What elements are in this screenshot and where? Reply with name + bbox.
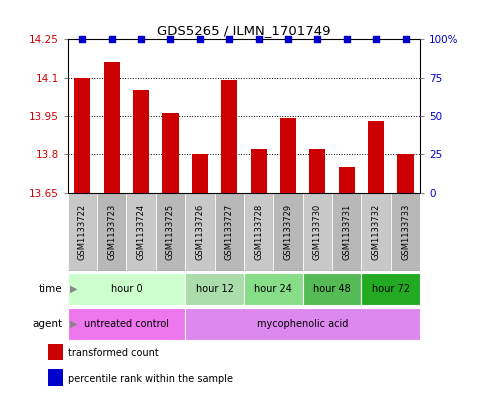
Title: GDS5265 / ILMN_1701749: GDS5265 / ILMN_1701749 — [157, 24, 331, 37]
Point — [284, 36, 292, 42]
Text: ▶: ▶ — [70, 284, 78, 294]
Bar — [192, 154, 208, 193]
Text: GSM1133725: GSM1133725 — [166, 204, 175, 260]
Text: hour 48: hour 48 — [313, 284, 351, 294]
FancyBboxPatch shape — [273, 193, 303, 271]
Text: GSM1133726: GSM1133726 — [195, 204, 204, 260]
FancyBboxPatch shape — [244, 193, 273, 271]
FancyBboxPatch shape — [303, 193, 332, 271]
Bar — [162, 113, 179, 193]
Text: GSM1133732: GSM1133732 — [371, 204, 381, 260]
Text: time: time — [39, 284, 63, 294]
FancyBboxPatch shape — [185, 193, 214, 271]
Point — [137, 36, 145, 42]
Text: hour 0: hour 0 — [111, 284, 142, 294]
FancyBboxPatch shape — [185, 273, 244, 305]
Text: untreated control: untreated control — [84, 319, 169, 329]
Point — [196, 36, 204, 42]
FancyBboxPatch shape — [97, 193, 127, 271]
FancyBboxPatch shape — [185, 308, 420, 340]
Point — [255, 36, 262, 42]
Point — [108, 36, 115, 42]
Point — [78, 36, 86, 42]
FancyBboxPatch shape — [332, 193, 361, 271]
Bar — [74, 78, 90, 193]
Text: hour 24: hour 24 — [255, 284, 292, 294]
Text: GSM1133729: GSM1133729 — [284, 204, 293, 260]
Point — [226, 36, 233, 42]
FancyBboxPatch shape — [244, 273, 303, 305]
Text: GSM1133733: GSM1133733 — [401, 204, 410, 260]
Bar — [251, 149, 267, 193]
Text: ▶: ▶ — [70, 319, 78, 329]
Text: GSM1133727: GSM1133727 — [225, 204, 234, 260]
FancyBboxPatch shape — [391, 193, 420, 271]
Bar — [104, 62, 120, 193]
Bar — [339, 167, 355, 193]
Point — [313, 36, 321, 42]
Bar — [133, 90, 149, 193]
Bar — [48, 369, 63, 386]
Text: GSM1133730: GSM1133730 — [313, 204, 322, 260]
Bar — [368, 121, 384, 193]
FancyBboxPatch shape — [361, 193, 391, 271]
Point — [372, 36, 380, 42]
FancyBboxPatch shape — [156, 193, 185, 271]
Text: agent: agent — [33, 319, 63, 329]
Point — [402, 36, 410, 42]
Text: GSM1133728: GSM1133728 — [254, 204, 263, 260]
Text: GSM1133724: GSM1133724 — [137, 204, 145, 260]
Text: GSM1133731: GSM1133731 — [342, 204, 351, 260]
Bar — [221, 80, 237, 193]
FancyBboxPatch shape — [68, 273, 185, 305]
Text: hour 72: hour 72 — [372, 284, 410, 294]
Text: GSM1133722: GSM1133722 — [78, 204, 87, 260]
Bar — [280, 119, 296, 193]
FancyBboxPatch shape — [303, 273, 361, 305]
Point — [167, 36, 174, 42]
FancyBboxPatch shape — [127, 193, 156, 271]
FancyBboxPatch shape — [214, 193, 244, 271]
Point — [343, 36, 351, 42]
Bar — [309, 149, 326, 193]
FancyBboxPatch shape — [68, 193, 97, 271]
Text: hour 12: hour 12 — [196, 284, 233, 294]
Bar — [48, 344, 63, 360]
Text: mycophenolic acid: mycophenolic acid — [257, 319, 348, 329]
Bar — [398, 154, 413, 193]
FancyBboxPatch shape — [68, 308, 185, 340]
Text: percentile rank within the sample: percentile rank within the sample — [68, 374, 233, 384]
Text: GSM1133723: GSM1133723 — [107, 204, 116, 260]
Text: transformed count: transformed count — [68, 348, 158, 358]
FancyBboxPatch shape — [361, 273, 420, 305]
